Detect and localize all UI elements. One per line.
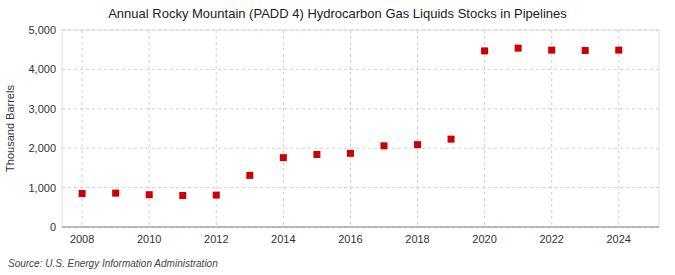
y-tick-label: 0: [50, 221, 56, 233]
x-axis-line: [62, 227, 659, 228]
point: [112, 190, 119, 197]
x-tick-label: 2008: [70, 233, 94, 245]
point: [246, 172, 253, 179]
y-tick-label: 4,000: [28, 63, 56, 75]
x-grid-line: [484, 30, 485, 227]
y-grid-line: [62, 148, 659, 149]
point: [380, 142, 387, 149]
x-grid-line: [350, 30, 351, 227]
y-tick-label: 2,000: [28, 142, 56, 154]
x-tick-label: 2024: [607, 233, 631, 245]
point: [179, 192, 186, 199]
point: [280, 154, 287, 161]
point: [347, 150, 354, 157]
point: [414, 141, 421, 148]
x-grid-line: [283, 30, 284, 227]
points: [79, 45, 623, 199]
point: [313, 151, 320, 158]
x-tick-label: 2010: [137, 233, 161, 245]
point: [582, 47, 589, 54]
y-tick-label: 1,000: [28, 182, 56, 194]
y-axis-label: Thousand Barrels: [4, 85, 16, 172]
x-tick-label: 2012: [204, 233, 228, 245]
point: [515, 45, 522, 52]
point: [213, 192, 220, 199]
y-grid-line: [62, 108, 659, 109]
point: [481, 47, 488, 54]
x-grid-line: [618, 30, 619, 227]
y-grid-line: [62, 30, 659, 31]
point: [146, 191, 153, 198]
x-grid-line: [551, 30, 552, 227]
source-note: Source: U.S. Energy Information Administ…: [8, 258, 218, 269]
point: [448, 136, 455, 143]
x-tick-label: 2018: [405, 233, 429, 245]
plot-frame: [62, 30, 659, 227]
chart: 0 1,000 2,000 3,000 4,000 5,000 2008 2010 2012 20…: [0, 0, 675, 275]
x-tick-label: 2016: [338, 233, 362, 245]
point: [548, 47, 555, 54]
point: [615, 47, 622, 54]
title: Annual Rocky Mountain (PADD 4) Hydrocarb…: [108, 6, 567, 21]
y-tick-label: 5,000: [28, 24, 56, 36]
point: [79, 190, 86, 197]
x-tick-label: 2014: [271, 233, 295, 245]
x-grid-line: [417, 30, 418, 227]
x-tick-label: 2022: [539, 233, 563, 245]
x-grid-line: [82, 30, 83, 227]
y-grid-line: [62, 187, 659, 188]
y-tick-label: 3,000: [28, 103, 56, 115]
x-tick-label: 2020: [472, 233, 496, 245]
y-grid-line: [62, 227, 659, 228]
y-grid-line: [62, 69, 659, 70]
